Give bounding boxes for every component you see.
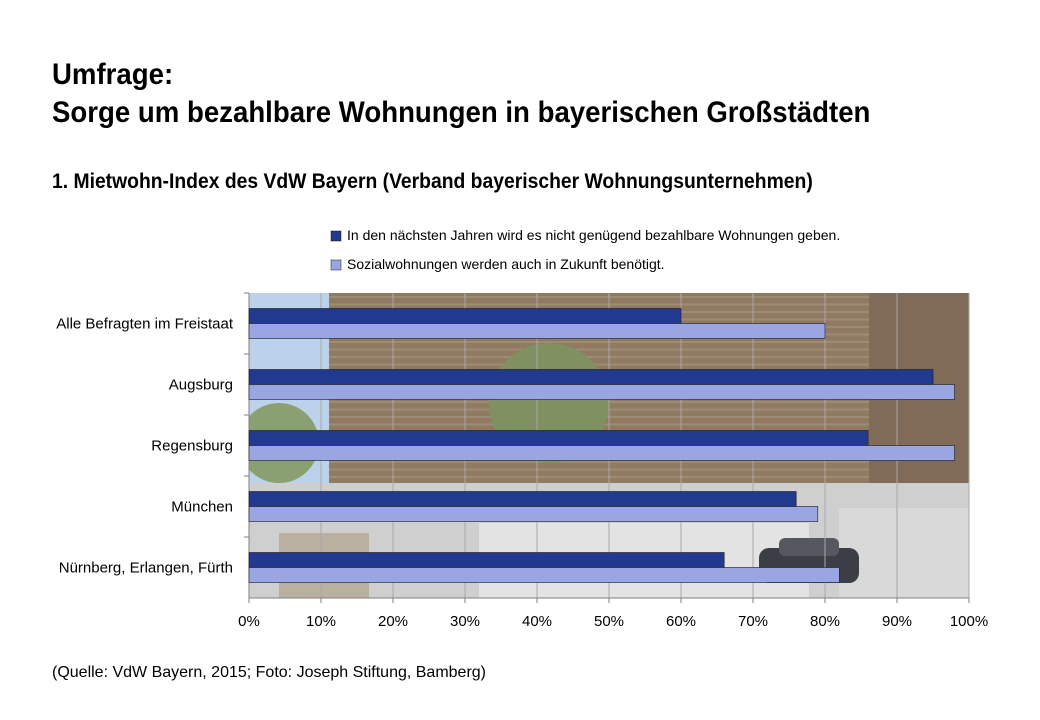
x-tick-label: 40% (522, 613, 552, 630)
photo-car-roof (779, 538, 839, 556)
category-label: München (171, 499, 233, 516)
bar-1-2 (248, 369, 934, 385)
category-label: Augsburg (169, 377, 233, 394)
bar-1-3 (248, 430, 869, 446)
page-title: Umfrage: Sorge um bezahlbare Wohnungen i… (52, 56, 870, 132)
x-tick-label: 70% (738, 613, 768, 630)
x-tick-label: 100% (950, 613, 988, 630)
page-subtitle: 1. Mietwohn-Index des VdW Bayern (Verban… (52, 170, 813, 193)
category-label: Nürnberg, Erlangen, Fürth (59, 560, 233, 577)
legend-label-1: In den nächsten Jahren wird es nicht gen… (347, 227, 840, 243)
x-tick-label: 10% (306, 613, 336, 630)
bar-1-1 (248, 308, 682, 324)
x-tick-label: 90% (882, 613, 912, 630)
photo-wall (839, 508, 969, 598)
x-tick-label: 0% (238, 613, 260, 630)
title-line-1: Umfrage: (52, 58, 174, 91)
legend-label-2: Sozialwohnungen werden auch in Zukunft b… (347, 256, 665, 272)
legend-swatch-1 (330, 230, 342, 242)
bar-1-4 (248, 491, 797, 507)
bar-2-1 (248, 323, 826, 339)
legend-swatch-2 (330, 259, 342, 271)
bar-2-3 (248, 445, 955, 461)
bar-2-2 (248, 384, 955, 400)
category-label: Regensburg (151, 438, 233, 455)
x-tick-label: 60% (666, 613, 696, 630)
x-tick-label: 30% (450, 613, 480, 630)
category-label: Alle Befragten im Freistaat (56, 316, 234, 333)
title-line-2: Sorge um bezahlbare Wohnungen in bayeris… (52, 96, 871, 129)
x-tick-label: 20% (378, 613, 408, 630)
x-tick-label: 80% (810, 613, 840, 630)
bar-2-4 (248, 506, 819, 522)
x-tick-label: 50% (594, 613, 624, 630)
bar-2-5 (248, 567, 840, 583)
source-note: (Quelle: VdW Bayern, 2015; Foto: Joseph … (52, 664, 486, 681)
bar-1-5 (248, 552, 725, 568)
